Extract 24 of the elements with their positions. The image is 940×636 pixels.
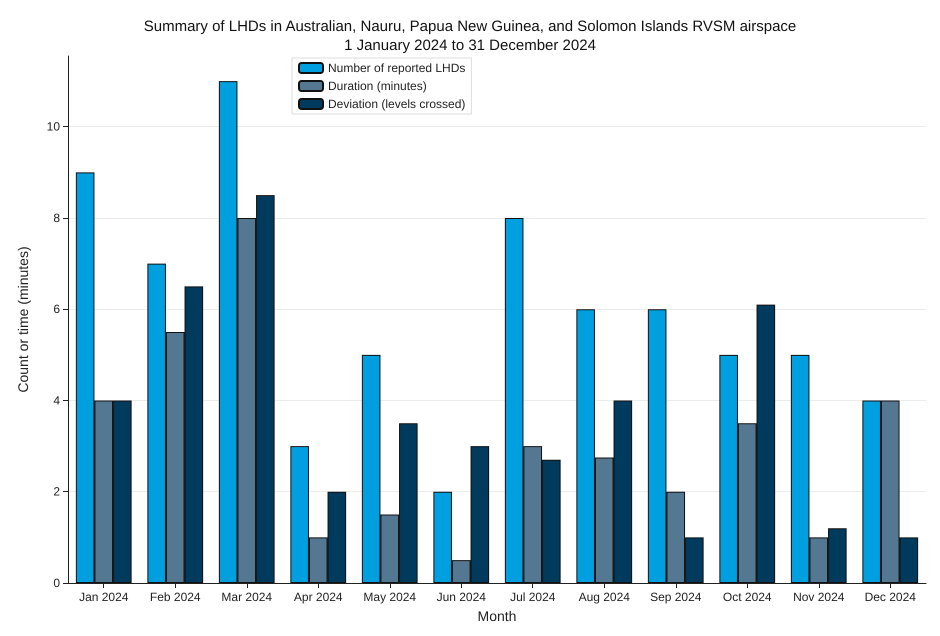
legend-label: Duration (minutes) <box>328 79 427 93</box>
y-tick-label: 0 <box>53 576 60 590</box>
chart-title: Summary of LHDs in Australian, Nauru, Papua New Guinea, and Solomon Islands RVSM airspace 1 January 2024 to 31 December 2024 <box>144 18 796 54</box>
x-tick-label: Nov 2024 <box>793 590 845 604</box>
legend-label: Deviation (levels crossed) <box>328 97 466 111</box>
x-tick-label: Jan 2024 <box>79 590 129 604</box>
x-tick-label: Jul 2024 <box>510 590 556 604</box>
x-tick-label: May 2024 <box>363 590 416 604</box>
x-tick-label: Dec 2024 <box>864 590 916 604</box>
x-tick-label: Jun 2024 <box>436 590 486 604</box>
y-tick-label: 10 <box>46 120 60 134</box>
y-tick-label: 4 <box>53 393 60 408</box>
x-axis-title: Month <box>478 608 516 624</box>
y-tick-label: 6 <box>53 302 60 316</box>
x-tick-label: Oct 2024 <box>722 590 772 604</box>
y-tick-label: 8 <box>53 210 60 225</box>
x-tick-label: Mar 2024 <box>221 590 272 604</box>
x-tick-label: Sep 2024 <box>650 590 702 604</box>
y-tick-label: 2 <box>53 484 60 499</box>
legend-label: Number of reported LHDs <box>328 61 466 75</box>
y-axis-title: Count or time (minutes) <box>15 246 31 393</box>
x-tick-label: Apr 2024 <box>294 590 343 604</box>
x-tick-label: Aug 2024 <box>578 590 630 604</box>
x-tick-label: Feb 2024 <box>150 590 201 604</box>
